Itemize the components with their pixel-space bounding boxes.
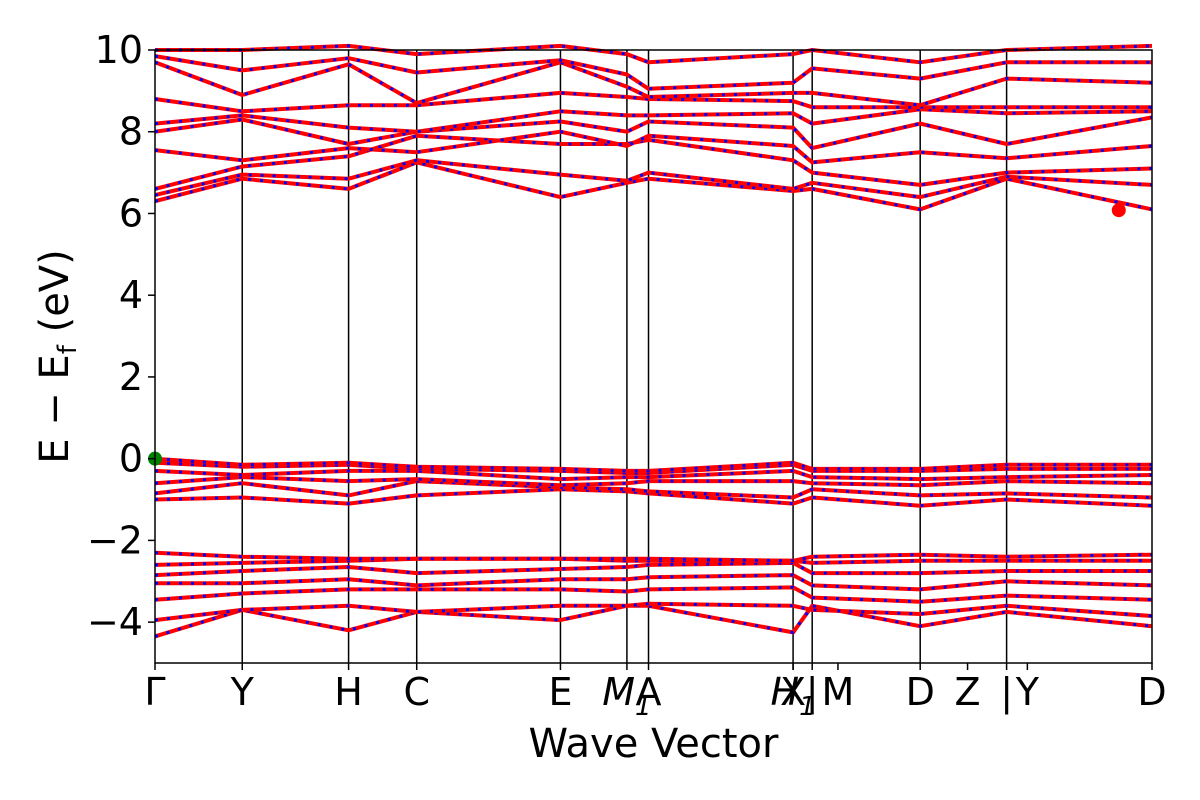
band-3-spin-up [155,573,1153,592]
y-tick-label: −4 [87,600,143,644]
band-17-spin-up [154,115,1153,151]
band-0-spin-up [154,603,1153,639]
y-tick-label: 0 [119,437,143,481]
x-tick-label: M1 [602,670,651,722]
band-1-spin-down [154,602,1153,622]
band-10-spin-down [154,469,1153,481]
y-axis: −4 −2 0 2 4 6 8 10 [87,28,155,644]
x-tick-label: E [548,670,572,714]
band-2-spin-down [154,585,1153,604]
y-tick-label: 8 [119,110,143,154]
x-tick-label: D [1137,670,1166,714]
band-4-spin-up [154,560,1152,578]
band-3-spin-down [155,573,1153,591]
x-tick-label: | [1000,670,1013,715]
y-axis-label: E − Ef (eV) [32,249,83,464]
y-tick-label: 4 [119,273,143,317]
x-axis: Γ Y H C E M1A H1X | M D Z | Y D [144,663,1167,722]
band-2-spin-up [154,585,1153,604]
x-tick-label: Γ [144,670,165,714]
x-tick-label: D [906,670,935,714]
band-9-spin-down [154,475,1153,487]
band-15-spin-down [154,134,1153,191]
y-tick-label: 2 [119,355,143,399]
band-13-spin-up [154,160,1153,212]
band-lines [154,43,1153,639]
y-tick-label: 6 [119,191,143,235]
x-tick-label: H [334,670,363,714]
y-axis-label-unit: (eV) [32,249,78,345]
band-19-spin-down [154,91,1152,113]
band-11-spin-down [154,461,1152,475]
x-tick-label: Y [230,670,255,714]
band-18-spin-up [154,107,1153,134]
band-7-spin-down [154,487,1153,508]
band-4-spin-down [154,561,1152,577]
extrema-markers [148,203,1126,466]
x-tick-label: X [780,670,806,714]
x-tick-label: H1 [771,670,816,722]
band-8-spin-up [154,479,1153,500]
x-tick-label: | [806,670,819,715]
x-axis-label: Wave Vector [529,721,780,767]
plot-frame [154,49,1153,664]
y-axis-label-main: E − E [32,354,78,464]
y-axis-label-sub: f [53,344,83,354]
band-14-spin-up [154,158,1153,200]
x-tick-label: M [822,670,855,714]
band-20-spin-up [154,60,1153,108]
x-tick-label: Z [955,670,981,714]
cbm-marker [1111,203,1126,218]
band-22-spin-up [155,43,1153,65]
y-tick-label: 10 [95,28,143,72]
band-16-spin-down [154,130,1153,164]
y-tick-label: −2 [87,518,143,562]
band-6-spin-down [154,551,1153,563]
x-tick-label: Y [1015,670,1040,714]
band-21-spin-down [154,54,1152,91]
band-12-spin-down [154,457,1152,473]
x-tick-label: A [636,670,662,714]
x-tick-label: C [403,670,430,714]
